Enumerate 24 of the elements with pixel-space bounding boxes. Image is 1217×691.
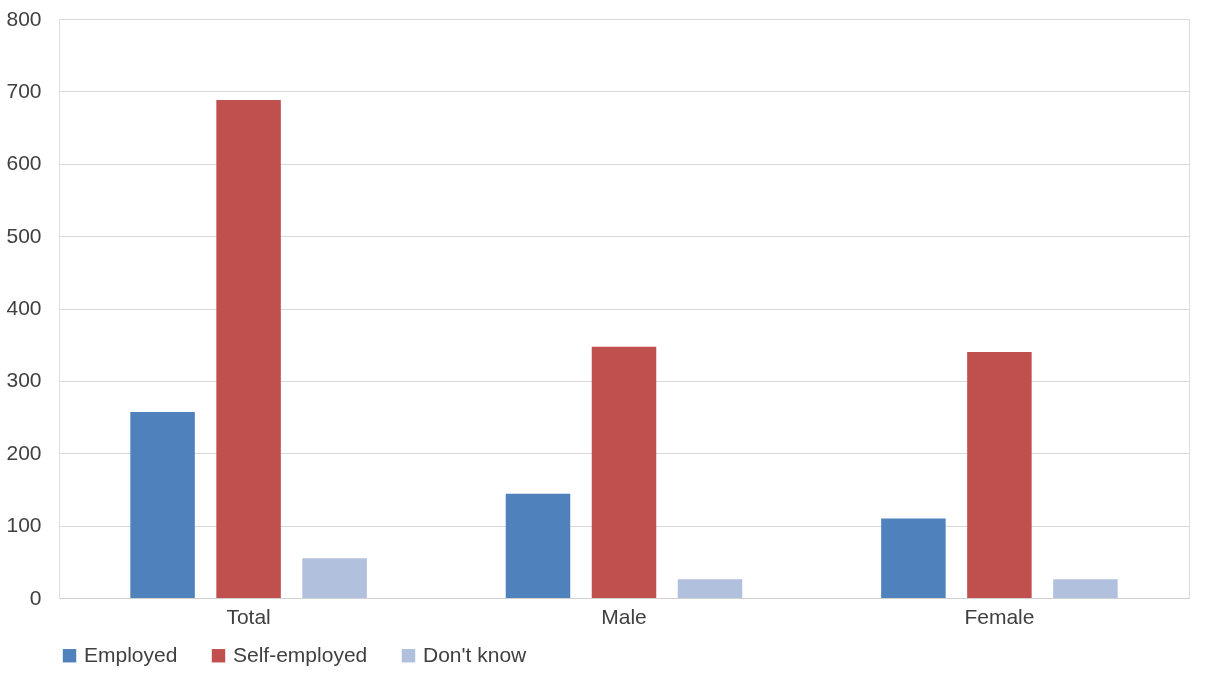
y-tick-label: 300 (6, 368, 42, 392)
y-tick-label: 0 (29, 585, 42, 609)
bar (677, 579, 743, 598)
legend-label: Employed (84, 642, 178, 666)
bar (216, 100, 281, 598)
y-tick-label: 400 (6, 296, 42, 319)
bar (591, 346, 657, 598)
x-tick-label: Female (964, 604, 1035, 628)
y-tick-label: 200 (6, 440, 42, 464)
y-tick-label: 800 (6, 6, 42, 30)
x-tick-label: Male (601, 604, 647, 628)
legend-label: Don't know (423, 642, 528, 666)
y-tick-label: 100 (6, 513, 42, 537)
bar (881, 518, 946, 598)
x-tick-label: Total (226, 604, 271, 628)
bar (130, 412, 195, 598)
bar (505, 493, 571, 598)
y-tick-label: 700 (6, 78, 42, 102)
bar (1053, 579, 1118, 598)
y-tick-label: 600 (6, 151, 42, 175)
legend-label: Self-employed (233, 642, 368, 666)
bar (967, 351, 1032, 598)
y-tick-label: 500 (6, 223, 42, 247)
bar (302, 558, 367, 598)
